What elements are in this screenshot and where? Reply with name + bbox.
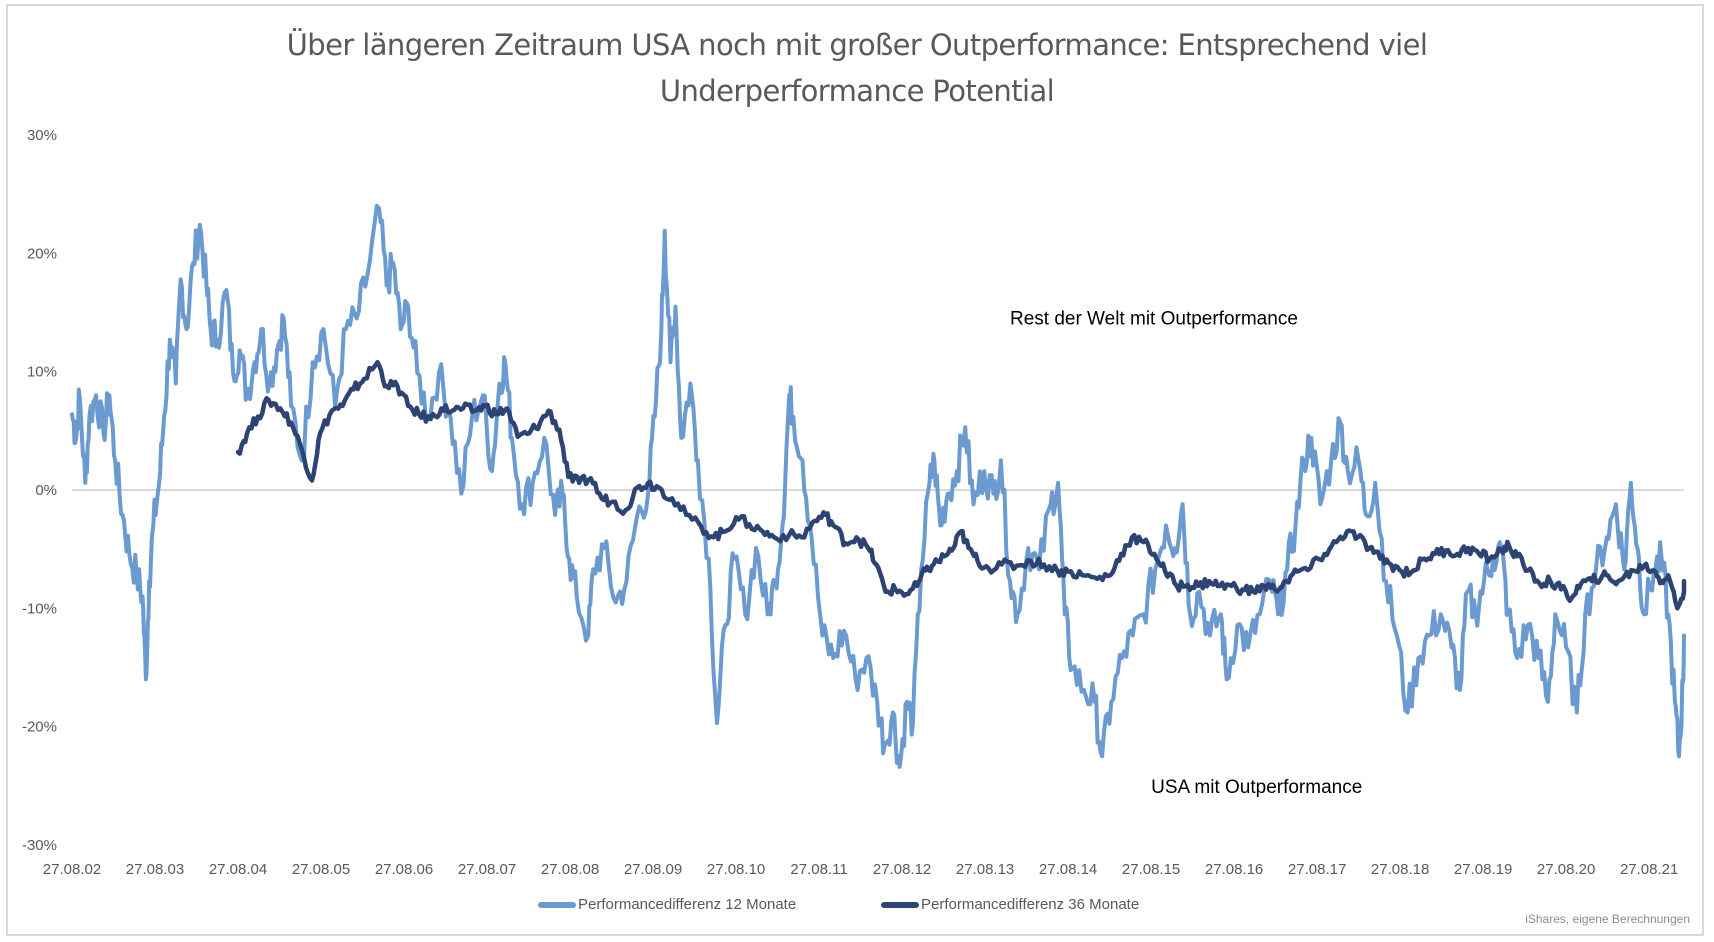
x-tick-label: 27.08.20 xyxy=(1537,861,1595,878)
series-group xyxy=(70,203,1687,769)
y-tick-label: 10% xyxy=(27,364,57,381)
annotation-label: Rest der Welt mit Outperformance xyxy=(1010,308,1298,329)
legend-swatch-12m xyxy=(538,901,576,908)
x-tick-label: 27.08.19 xyxy=(1454,861,1512,878)
x-tick-label: 27.08.16 xyxy=(1205,861,1263,878)
chart-title-line-2: Underperformance Potential xyxy=(659,74,1055,108)
x-tick-label: 27.08.06 xyxy=(375,861,433,878)
x-tick-label: 27.08.05 xyxy=(292,861,350,878)
x-tick-label: 27.08.11 xyxy=(790,861,847,878)
y-tick-label: 0% xyxy=(35,482,57,499)
x-axis: 27.08.02 27.08.03 27.08.04 27.08.05 27.08.06… xyxy=(43,861,1679,878)
y-tick-label: -30% xyxy=(22,837,57,854)
y-tick-label: -20% xyxy=(22,719,57,736)
legend-swatch-36m xyxy=(881,901,919,908)
legend-label-36m: Performancedifferenz 36 Monate xyxy=(921,896,1140,913)
y-tick-label: -10% xyxy=(22,600,57,617)
x-tick-label: 27.08.04 xyxy=(209,861,267,878)
legend-item-36m[interactable]: Performancedifferenz 36 Monate xyxy=(881,896,1139,913)
x-tick-label: 27.08.18 xyxy=(1371,861,1429,878)
x-tick-label: 27.08.15 xyxy=(1122,861,1180,878)
x-tick-label: 27.08.02 xyxy=(43,861,101,878)
y-tick-label: 20% xyxy=(27,245,57,262)
series-line-12m xyxy=(70,203,1686,769)
annotation-label: USA mit Outperformance xyxy=(1151,777,1362,798)
chart-title: Über längeren Zeitraum USA noch mit groß… xyxy=(0,22,1714,114)
x-tick-label: 27.08.13 xyxy=(956,861,1014,878)
chart-frame xyxy=(6,4,1704,936)
y-tick-label: 30% xyxy=(27,127,57,144)
x-tick-label: 27.08.17 xyxy=(1288,861,1346,878)
x-tick-label: 27.08.12 xyxy=(873,861,931,878)
legend-label-12m: Performancedifferenz 12 Monate xyxy=(578,896,797,913)
x-tick-label: 27.08.03 xyxy=(126,861,184,878)
legend: Performancedifferenz 12 Monate Performan… xyxy=(0,896,1714,920)
legend-item-12m[interactable]: Performancedifferenz 12 Monate xyxy=(538,896,796,913)
x-tick-label: 27.08.10 xyxy=(707,861,765,878)
series-line-36m xyxy=(235,359,1687,611)
chart-title-line-1: Über längeren Zeitraum USA noch mit groß… xyxy=(286,28,1428,62)
annotations: Rest der Welt mit Outperformance USA mit … xyxy=(1010,308,1362,798)
x-tick-label: 27.08.21 xyxy=(1620,861,1678,878)
x-tick-label: 27.08.07 xyxy=(458,861,516,878)
x-tick-label: 27.08.08 xyxy=(541,861,599,878)
x-tick-label: 27.08.09 xyxy=(624,861,682,878)
y-axis: 30% 20% 10% 0% -10% -20% -30% xyxy=(22,127,57,854)
source-note: iShares, eigene Berechnungen xyxy=(1525,912,1690,926)
x-tick-label: 27.08.14 xyxy=(1039,861,1097,878)
